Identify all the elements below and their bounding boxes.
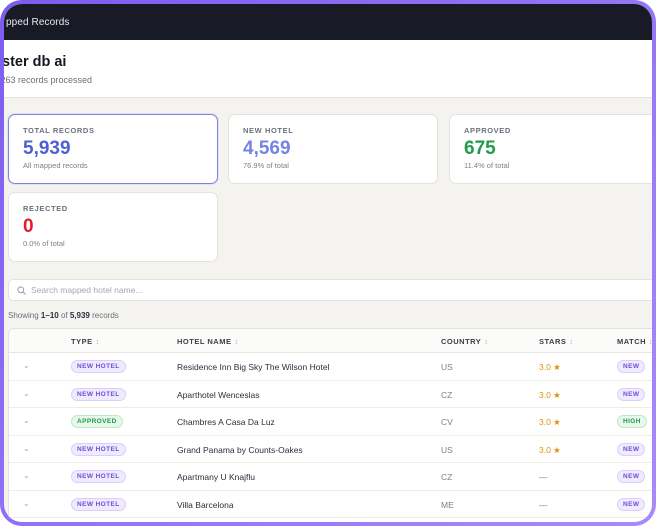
table-row[interactable]: ⌄ APPROVED Chambres A Casa Da Luz CV 3.0…	[9, 408, 652, 436]
match-badge: NEW	[617, 470, 646, 483]
column-header-match[interactable]: MATCH↕	[617, 337, 652, 346]
stat-label: NEW HOTEL	[243, 126, 294, 135]
type-badge: NEW HOTEL	[71, 387, 126, 401]
stars: —	[539, 472, 548, 482]
country: US	[441, 444, 453, 455]
stat-card-new-hotel[interactable]: NEW HOTEL 4,569 76.9% of total	[228, 114, 438, 184]
hotel-name: Villa Barcelona	[177, 499, 234, 510]
page-title: ster db ai	[4, 54, 67, 70]
hotel-name: Residence Inn Big Sky The Wilson Hotel	[177, 362, 330, 372]
column-header-type[interactable]: TYPE ↕	[71, 337, 100, 346]
stat-card-total[interactable]: TOTAL RECORDS 5,939 All mapped records	[8, 114, 218, 184]
column-header-label: COUNTRY	[441, 337, 482, 346]
table-row[interactable]: ⌄ NEW HOTEL Grand Panama by Counts-Oakes…	[9, 436, 652, 463]
table-row[interactable]: ⌄ NEW HOTEL Residence Inn Big Sky The Wi…	[9, 353, 652, 381]
stars: —	[539, 499, 548, 510]
page-header: ster db ai ,263 records processed	[4, 40, 652, 98]
chevron-down-icon[interactable]: ⌄	[23, 498, 30, 508]
stars: 3.0 ★	[539, 389, 561, 400]
type-badge: NEW HOTEL	[71, 442, 126, 456]
chevron-down-icon[interactable]: ⌄	[23, 388, 30, 398]
sort-icon: ↕	[95, 339, 100, 346]
stat-card-approved[interactable]: APPROVED 675 11.4% of total	[449, 114, 652, 184]
stat-value: 5,939	[23, 138, 71, 159]
sort-icon: ↕	[569, 339, 574, 346]
country: CZ	[441, 472, 453, 482]
hotel-name: Grand Panama by Counts-Oakes	[177, 444, 303, 455]
stat-note: 76.9% of total	[243, 161, 289, 170]
column-header-label: STARS	[539, 337, 567, 346]
match-badge: NEW	[617, 497, 646, 511]
sort-icon: ↕	[484, 339, 489, 346]
showing-of: of	[58, 311, 70, 320]
table-header: TYPE↕ HOTEL NAME↕ COUNTRY↕ STARS↕ MATCH↕	[9, 329, 652, 353]
stars: 3.0 ★	[539, 417, 561, 427]
type-badge: NEW HOTEL	[71, 497, 126, 511]
country: ME	[441, 499, 454, 510]
pagination-summary: Showing 1–10 of 5,939 records	[8, 311, 119, 320]
match-badge: NEW	[617, 387, 646, 401]
chevron-down-icon[interactable]: ⌄	[23, 416, 30, 425]
column-header-country[interactable]: COUNTRY ↕	[441, 337, 488, 346]
hotel-name: Aparthotel Wenceslas	[177, 389, 260, 400]
search-input[interactable]	[31, 285, 591, 295]
table-row[interactable]: ⌄ NEW HOTEL Aparthotel Wenceslas CZ 3.0 …	[9, 381, 652, 408]
stat-note: 0.0% of total	[23, 239, 65, 248]
column-header-stars[interactable]: STARS ↕	[539, 337, 573, 346]
top-bar: pped Records	[4, 4, 652, 40]
showing-suffix: records	[89, 311, 119, 320]
column-header-label: TYPE	[71, 337, 93, 346]
stat-cards: TOTAL RECORDS 5,939 All mapped records N…	[8, 114, 652, 269]
chevron-down-icon[interactable]: ⌄	[23, 443, 30, 453]
table-row[interactable]: ⌄ NEW HOTEL Villa Barcelona ME — NEW	[9, 491, 652, 518]
hotel-name: Chambres A Casa Da Luz	[177, 417, 275, 427]
type-badge: NEW HOTEL	[71, 360, 126, 373]
table-row[interactable]: ⌄ NEW HOTEL Apartmany U Knajflu CZ — NEW	[9, 463, 652, 491]
chevron-down-icon[interactable]: ⌄	[23, 471, 30, 480]
stat-label: REJECTED	[23, 204, 68, 213]
sort-icon: ↕	[234, 339, 239, 346]
stat-note: All mapped records	[23, 161, 88, 170]
country: US	[441, 362, 453, 372]
column-header-label: HOTEL NAME	[177, 337, 232, 346]
records-table: TYPE↕ HOTEL NAME↕ COUNTRY↕ STARS↕ MATCH↕…	[8, 328, 652, 522]
stars: 3.0 ★	[539, 444, 561, 455]
column-header-hotel-name[interactable]: HOTEL NAME ↕	[177, 337, 238, 346]
type-badge: APPROVED	[71, 415, 123, 428]
type-badge: NEW HOTEL	[71, 470, 126, 483]
hotel-name: Apartmany U Knajflu	[177, 472, 255, 482]
chevron-down-icon[interactable]: ⌄	[23, 361, 30, 370]
stat-label: TOTAL RECORDS	[23, 126, 95, 135]
stat-note: 11.4% of total	[464, 161, 510, 170]
column-header-label: MATCH	[617, 337, 647, 346]
stars: 3.0 ★	[539, 362, 561, 372]
page-subtitle: ,263 records processed	[4, 75, 93, 85]
app-window: pped Records ster db ai ,263 records pro…	[4, 4, 652, 522]
stat-value: 4,569	[243, 138, 291, 159]
stat-value: 0	[23, 216, 34, 237]
search-box[interactable]	[8, 279, 652, 301]
stat-label: APPROVED	[464, 126, 511, 135]
showing-prefix: Showing	[8, 311, 41, 320]
match-badge: HIGH	[617, 415, 647, 428]
match-badge: NEW	[617, 360, 646, 373]
search-icon	[17, 285, 26, 295]
stat-value: 675	[464, 138, 496, 159]
country: CV	[441, 417, 453, 427]
showing-range: 1–10	[40, 311, 59, 320]
sort-icon: ↕	[649, 339, 652, 346]
stat-card-rejected[interactable]: REJECTED 0 0.0% of total	[8, 192, 218, 262]
match-badge: NEW	[617, 442, 646, 456]
top-bar-title: pped Records	[6, 16, 70, 28]
country: CZ	[441, 389, 453, 400]
showing-total: 5,939	[69, 311, 90, 320]
